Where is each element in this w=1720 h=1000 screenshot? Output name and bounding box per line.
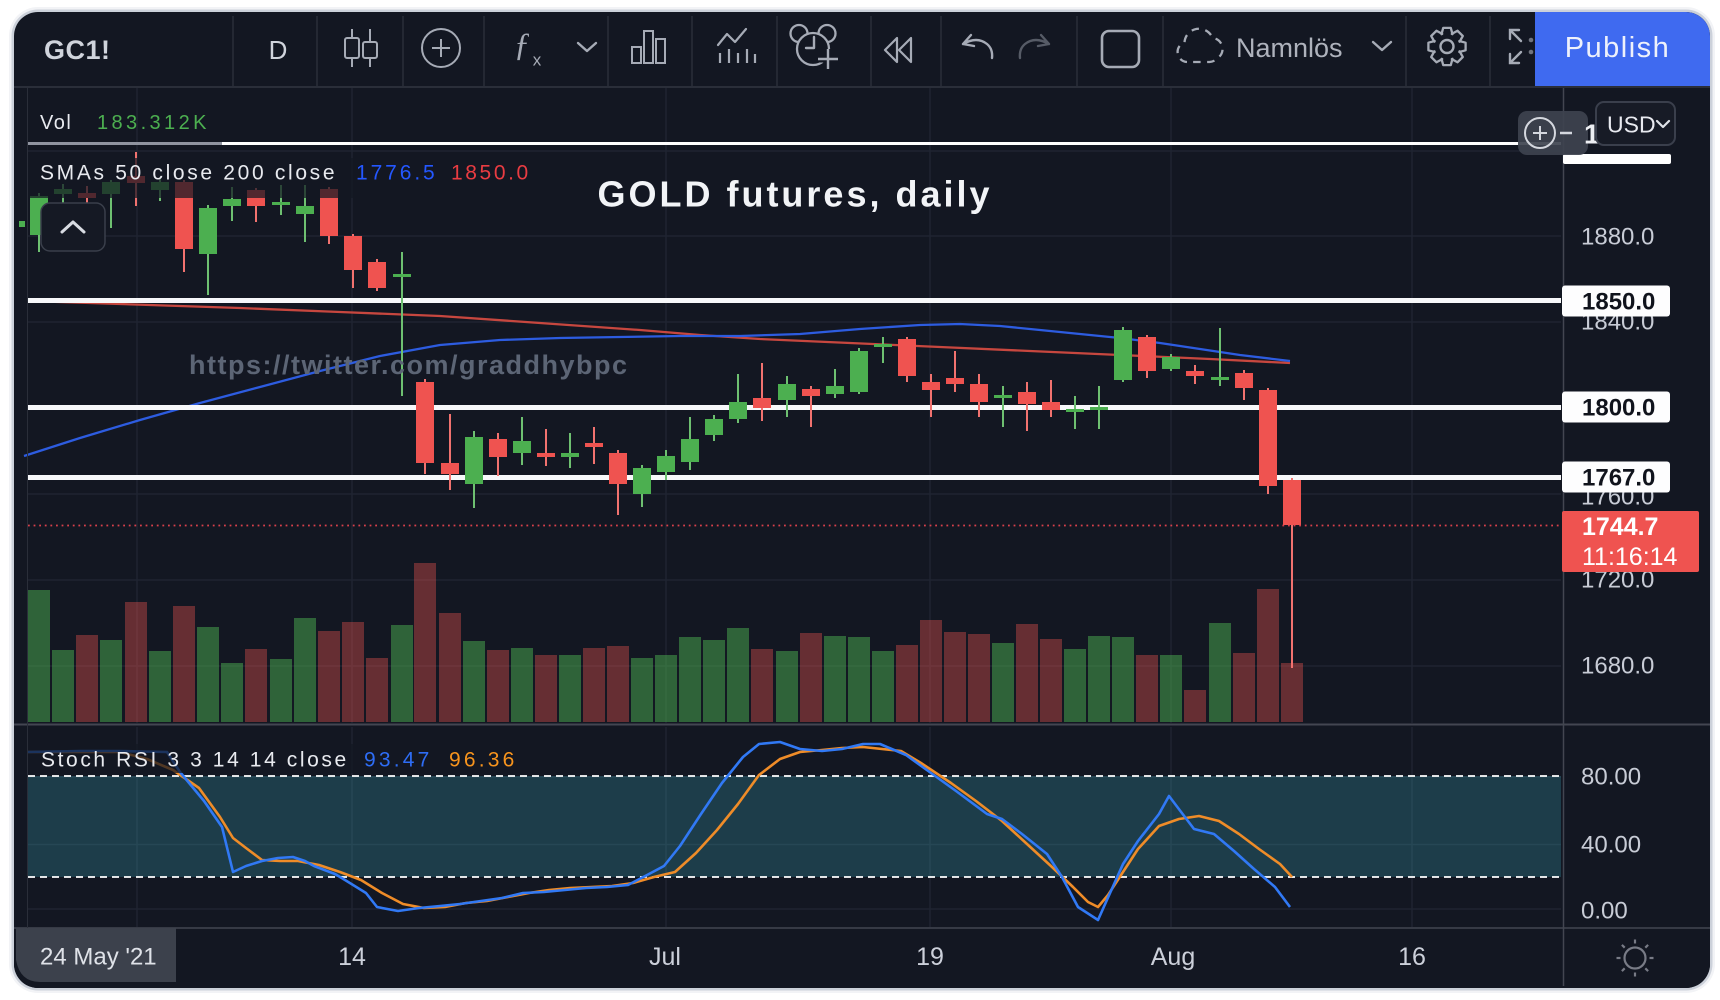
svg-text:1850.0: 1850.0 bbox=[451, 162, 531, 185]
svg-text:0.00: 0.00 bbox=[1581, 898, 1628, 925]
svg-text:183.312K: 183.312K bbox=[97, 112, 210, 134]
svg-text:D: D bbox=[269, 35, 288, 65]
svg-text:1850.0: 1850.0 bbox=[1582, 289, 1655, 316]
svg-text:USD: USD bbox=[1607, 112, 1656, 138]
svg-text:Namnlös: Namnlös bbox=[1236, 33, 1343, 63]
svg-text:1680.0: 1680.0 bbox=[1581, 653, 1654, 680]
svg-text:Aug: Aug bbox=[1151, 943, 1195, 971]
svg-text:https://twitter.com/graddhybpc: https://twitter.com/graddhybpc bbox=[189, 350, 629, 380]
svg-text:1744.7: 1744.7 bbox=[1582, 513, 1658, 541]
svg-text:Vol: Vol bbox=[40, 112, 72, 134]
svg-text:x: x bbox=[533, 51, 542, 70]
svg-text:24 May '21: 24 May '21 bbox=[40, 944, 157, 971]
svg-text:11:16:14: 11:16:14 bbox=[1582, 543, 1678, 571]
svg-text:Jul: Jul bbox=[649, 943, 681, 971]
svg-text:GC1!: GC1! bbox=[44, 35, 111, 65]
svg-text:96.36: 96.36 bbox=[449, 749, 518, 772]
svg-text:93.47: 93.47 bbox=[364, 749, 433, 772]
svg-text:1767.0: 1767.0 bbox=[1582, 465, 1655, 492]
svg-text:SMAs 50 close 200 close: SMAs 50 close 200 close bbox=[40, 162, 337, 185]
svg-text:Stoch RSI 3 3 14 14 close: Stoch RSI 3 3 14 14 close bbox=[41, 749, 349, 772]
svg-text:40.00: 40.00 bbox=[1581, 832, 1641, 859]
svg-text:1776.5: 1776.5 bbox=[356, 162, 438, 185]
svg-text:GOLD futures, daily: GOLD futures, daily bbox=[597, 174, 992, 215]
svg-text:ƒ: ƒ bbox=[514, 27, 531, 63]
svg-text:19: 19 bbox=[916, 943, 944, 971]
svg-text:1800.0: 1800.0 bbox=[1582, 395, 1655, 422]
svg-text:1880.0: 1880.0 bbox=[1581, 224, 1654, 251]
svg-text:14: 14 bbox=[338, 943, 366, 971]
svg-text:16: 16 bbox=[1398, 943, 1426, 971]
svg-text:80.00: 80.00 bbox=[1581, 764, 1641, 791]
